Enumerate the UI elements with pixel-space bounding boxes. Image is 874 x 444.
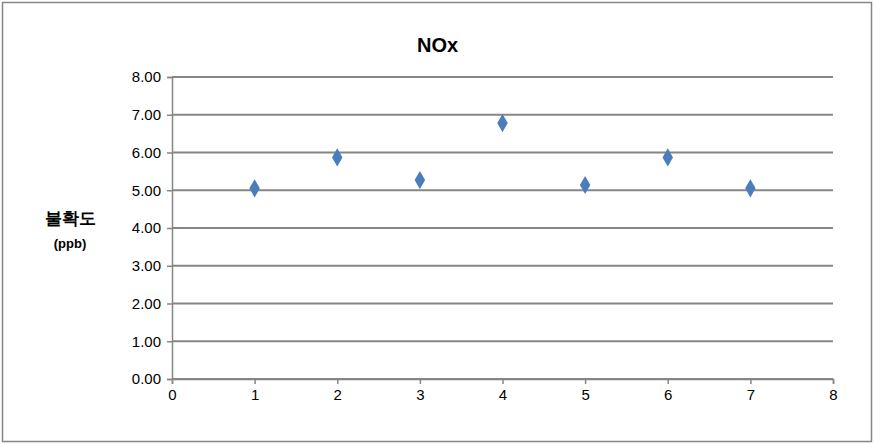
x-tick: 2 [334,379,342,403]
x-tick-label: 2 [334,386,342,403]
y-tick-label: 2.00 [132,295,161,312]
point [663,148,673,166]
grid-line [172,227,833,229]
x-tick: 0 [168,379,176,403]
y-tick-mark [167,341,172,343]
grid-line [172,340,833,342]
point [745,179,755,197]
grid-line [172,152,833,154]
x-tick: 8 [829,379,837,403]
x-tick-mark [668,379,670,384]
x-tick: 7 [747,379,755,403]
y-tick: 1.00 [132,333,172,350]
x-tick-label: 0 [168,386,176,403]
x-tick-mark [833,379,835,384]
y-tick-label: 8.00 [132,68,161,85]
x-tick-label: 5 [581,386,589,403]
chart: 0.00 1.00 2.00 3.00 4.00 5.00 6.00 7.00 8.00 0 1 2 3… [0,0,874,444]
grid-line [172,303,833,305]
x-tick-label: 8 [829,386,837,403]
y-tick-label: 1.00 [132,333,161,350]
y-tick-label: 4.00 [132,219,161,236]
x-tick: 6 [664,379,672,403]
y-tick-mark [167,115,172,117]
y-tick-label: 3.00 [132,257,161,274]
x-tick-label: 1 [251,386,259,403]
x-tick: 5 [581,379,589,403]
point [332,148,342,166]
y-tick-mark [167,303,172,305]
y-tick-mark [167,152,172,154]
y-axis-title: (ppb) [54,236,86,251]
y-tick: 4.00 [132,219,172,236]
x-tick-mark [420,379,422,384]
x-tick-mark [254,379,256,384]
grid-line [172,76,833,78]
y-tick-label: 5.00 [132,182,161,199]
y-tick-mark [167,379,172,381]
x-tick-mark [337,379,339,384]
x-axis-line [173,380,834,385]
chart-border [3,3,872,442]
grid [172,77,833,379]
y-tick-mark [167,190,172,192]
title: NOx [417,34,458,56]
x-tick: 1 [251,379,259,403]
y-tick-label: 6.00 [132,144,161,161]
grid-line [172,189,833,191]
y-tick: 5.00 [132,182,172,199]
x-tick: 3 [416,379,424,403]
y-tick-mark [167,266,172,268]
y-tick: 6.00 [132,144,172,161]
point [249,179,259,197]
point [580,176,590,194]
y-tick: 7.00 [132,106,172,123]
y-tick-mark [167,77,172,79]
y-tick: 0.00 [132,370,172,387]
x-tick-label: 3 [416,386,424,403]
y-tick-label: 0.00 [132,370,161,387]
y-axis-title: 불확도 [45,209,96,228]
y-axis: 0.00 1.00 2.00 3.00 4.00 5.00 6.00 7.00 8.00 [132,68,173,387]
x-tick-label: 4 [499,386,507,403]
point [415,171,425,189]
x-tick-mark [172,379,174,384]
y-tick-label: 7.00 [132,106,161,123]
x-tick-label: 7 [747,386,755,403]
x-axis: 0 1 2 3 4 5 6 7 8 [168,379,837,403]
y-tick: 8.00 [132,68,172,85]
y-tick: 2.00 [132,295,172,312]
y-axis-line [167,78,173,380]
point [497,114,507,132]
x-tick-mark [750,379,752,384]
x-tick-mark [585,379,587,384]
points [249,114,755,197]
y-tick-mark [167,228,172,230]
y-tick: 3.00 [132,257,172,274]
x-tick: 4 [499,379,507,403]
grid-line [172,265,833,267]
x-tick-label: 6 [664,386,672,403]
x-tick-mark [502,379,504,384]
